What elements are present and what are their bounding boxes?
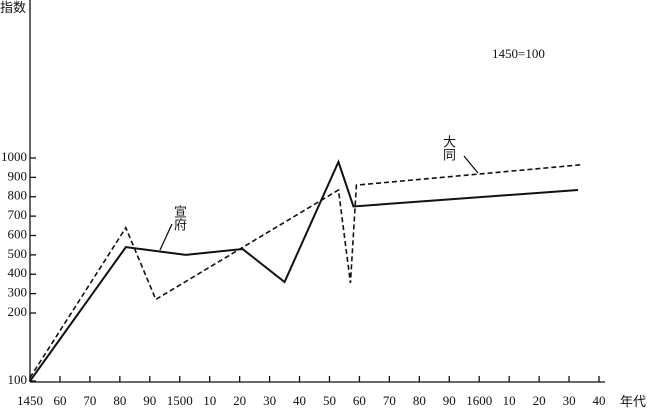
y-tick-label: 700: [8, 207, 28, 222]
x-tick-label: 40: [293, 393, 306, 408]
series-line: [29, 163, 582, 379]
x-axis-title: 年代: [620, 394, 646, 409]
x-tick-label: 40: [593, 393, 606, 408]
x-tick-label: 30: [563, 393, 576, 408]
y-tick-label: 200: [8, 304, 28, 319]
x-tick-label: 70: [83, 393, 96, 408]
leader-line: [463, 155, 479, 174]
x-tick-label: 80: [413, 393, 426, 408]
y-tick-label: 400: [8, 265, 28, 280]
y-tick-label: 900: [8, 168, 28, 183]
y-tick-label: 500: [8, 246, 28, 261]
series-line: [29, 159, 579, 382]
y-tick-label: 800: [8, 188, 28, 203]
leader-line: [159, 223, 173, 251]
y-tick-label: 1000: [1, 149, 27, 164]
x-tick-label: 1500: [167, 393, 193, 408]
x-tick-label: 90: [143, 393, 156, 408]
x-tick-label: 60: [353, 393, 366, 408]
x-tick-label: 90: [443, 393, 456, 408]
x-tick-label: 60: [53, 393, 66, 408]
y-tick-label: 300: [8, 285, 28, 300]
series-label: 宣府: [172, 204, 187, 232]
x-tick-label: 1600: [466, 393, 492, 408]
x-tick-label: 20: [233, 393, 246, 408]
y-tick-label: 600: [8, 226, 28, 241]
x-tick-label: 10: [203, 393, 216, 408]
x-tick-label: 1450: [17, 393, 43, 408]
x-tick-label: 70: [383, 393, 396, 408]
x-tick-label: 30: [263, 393, 276, 408]
y-tick-label: 100: [8, 372, 28, 387]
y-axis-title: 指数: [0, 0, 26, 15]
x-tick-label: 50: [323, 393, 336, 408]
annotation: 1450=100: [492, 46, 545, 61]
x-tick-label: 10: [503, 393, 516, 408]
x-tick-label: 80: [113, 393, 126, 408]
x-tick-label: 20: [533, 393, 546, 408]
series-label: 大同: [441, 135, 456, 161]
